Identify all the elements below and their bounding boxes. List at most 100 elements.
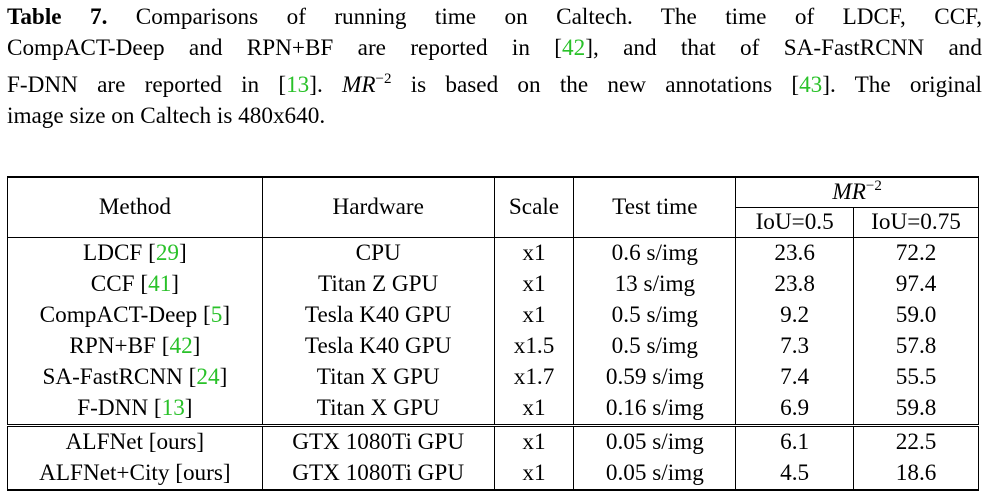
hardware-cell: GTX 1080Ti GPU [262,423,495,458]
table-subheader-row: IoU=0.5 IoU=0.75 [8,207,979,238]
method-name: LDCF [ [83,239,156,266]
table-row: CompACT-Deep [5] Tesla K40 GPU x1 0.5 s/… [7,299,979,331]
method-name: RPN+BF [ [69,332,170,359]
method-cell: CompACT-Deep [5] [7,299,263,331]
time-cell: 0.5 s/img [573,299,737,331]
caption-text: Comparisons of running time on Caltech. … [107,4,982,30]
iou05-cell: 6.1 [735,423,855,458]
iou075-cell: 59.0 [853,299,979,331]
method-cell: RPN+BF [42] [7,330,263,362]
caption-text: CompACT-Deep and RPN+BF are reported in … [7,35,563,61]
table-row: SA-FastRCNN [24] Titan X GPU x1.7 0.59 s… [7,361,979,393]
column-header-hardware: Hardware [262,176,495,238]
iou075-cell: 18.6 [853,457,979,491]
citation-link[interactable]: 29 [155,239,180,266]
scale-cell: x1 [494,392,575,425]
citation-link[interactable]: 43 [799,72,823,98]
hardware-cell: Titan X GPU [262,392,495,425]
iou05-cell: 6.9 [735,392,855,425]
results-table: Method Hardware Scale Test time MR−2 IoU… [7,176,979,491]
iou075-cell: 57.8 [853,330,979,362]
table-row: ALFNet [ours] GTX 1080Ti GPU x1 0.05 s/i… [7,423,979,458]
iou05-cell: 7.3 [735,330,855,362]
hardware-cell: GTX 1080Ti GPU [262,457,495,491]
caption-line-1: Table 7. Comparisons of running time on … [7,2,982,33]
method-name: CCF [ [90,270,149,297]
time-cell: 0.59 s/img [573,361,737,393]
bracket: ] [171,270,180,297]
iou05-cell: 4.5 [735,457,855,491]
citation-link[interactable]: 42 [562,35,586,61]
method-name: CompACT-Deep [ [39,301,211,328]
scale-cell: x1 [494,299,575,331]
mr-label: MR [832,179,866,206]
bracket: ] [219,363,228,390]
math-mr: MR [342,72,376,98]
method-cell: F-DNN [13] [7,392,263,425]
hardware-cell: Titan X GPU [262,361,495,393]
method-cell: LDCF [29] [7,236,263,269]
hardware-cell: Tesla K40 GPU [262,299,495,331]
method-cell: ALFNet+City [ours] [7,457,263,491]
caption-text: ]. [309,72,343,98]
caption-text: ], and that of SA-FastRCNN and [585,35,982,61]
caption-text: ]. The original [822,72,982,98]
caption-label: Table 7. [7,4,108,30]
hardware-cell: Titan Z GPU [262,268,495,300]
citation-link[interactable]: 42 [169,332,193,359]
caption-line-3: F-DNN are reported in [13]. MR−2 is base… [7,64,982,101]
mr-superscript: −2 [865,178,882,195]
scale-cell: x1.7 [494,361,575,393]
citation-link[interactable]: 41 [148,270,172,297]
bracket: ] [184,394,193,421]
time-cell: 13 s/img [573,268,737,300]
column-header-scale: Scale [494,176,575,238]
time-cell: 0.05 s/img [573,457,737,491]
hardware-cell: Tesla K40 GPU [262,330,495,362]
iou05-cell: 23.6 [735,236,855,269]
table-header-row: Method Hardware Scale Test time MR−2 [7,176,979,238]
bracket: ] [222,301,231,328]
iou075-cell: 55.5 [853,361,979,393]
citation-link[interactable]: 13 [161,394,185,421]
citation-link[interactable]: 5 [210,301,223,328]
method-cell: CCF [41] [7,268,263,300]
table-row: F-DNN [13] Titan X GPU x1 0.16 s/img 6.9… [7,392,979,425]
method-cell: SA-FastRCNN [24] [7,361,263,393]
column-header-test-time: Test time [573,176,737,238]
caption-text: is based on the new annotations [ [391,72,800,98]
scale-cell: x1 [494,268,575,300]
method-cell: ALFNet [ours] [7,423,263,458]
iou05-cell: 7.4 [735,361,855,393]
time-cell: 0.6 s/img [573,236,737,269]
time-cell: 0.16 s/img [573,392,737,425]
column-header-method: Method [7,176,263,238]
scale-cell: x1.5 [494,330,575,362]
table-row: LDCF [29] CPU x1 0.6 s/img 23.6 72.2 [7,236,979,269]
time-cell: 0.5 s/img [573,330,737,362]
iou05-cell: 9.2 [735,299,855,331]
table-caption: Table 7. Comparisons of running time on … [7,2,982,132]
hardware-cell: CPU [262,236,495,269]
caption-line-4: image size on Caltech is 480x640. [7,103,326,129]
method-name: SA-FastRCNN [ [42,363,197,390]
column-header-iou-05: IoU=0.5 [735,207,855,238]
citation-link[interactable]: 13 [286,72,310,98]
table-row: RPN+BF [42] Tesla K40 GPU x1.5 0.5 s/img… [7,330,979,362]
citation-link[interactable]: 24 [196,363,220,390]
column-header-iou-075: IoU=0.75 [853,207,979,238]
method-name: F-DNN [ [77,394,162,421]
scale-cell: x1 [494,423,575,458]
scale-cell: x1 [494,457,575,491]
caption-text: F-DNN are reported in [ [7,72,287,98]
scale-cell: x1 [494,236,575,269]
iou075-cell: 97.4 [853,268,979,300]
table-row: CCF [41] Titan Z GPU x1 13 s/img 23.8 97… [7,268,979,300]
column-header-mr: MR−2 [735,176,979,208]
caption-line-2: CompACT-Deep and RPN+BF are reported in … [7,33,982,64]
bracket: ] [179,239,187,266]
bracket: ] [192,332,201,359]
iou075-cell: 22.5 [853,423,979,458]
math-superscript: −2 [375,71,392,87]
time-cell: 0.05 s/img [573,423,737,458]
